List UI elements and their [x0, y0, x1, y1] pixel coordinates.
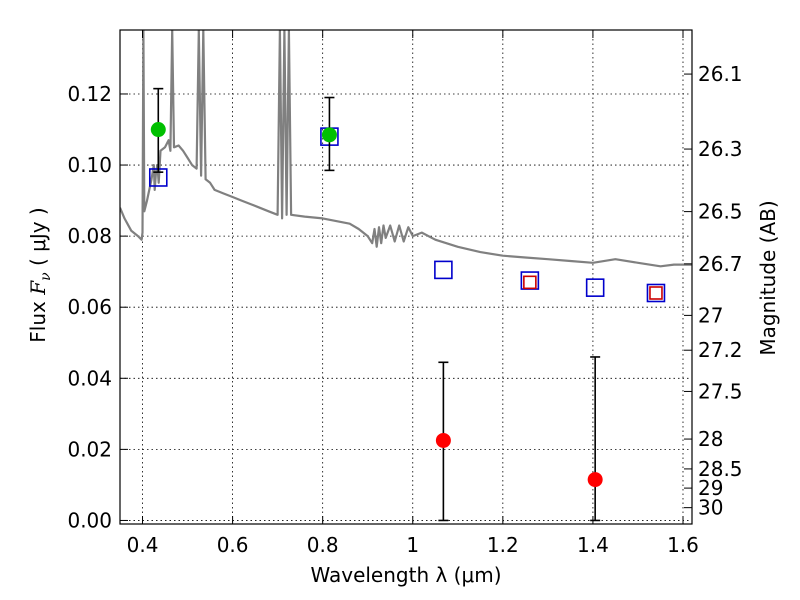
y-tick-label: 0.08 [67, 224, 112, 248]
plot-frame [119, 29, 693, 525]
model-inner-square-marker [649, 286, 663, 300]
detection-point [150, 122, 166, 138]
x-tick-label: 1.4 [577, 533, 609, 557]
nondetection-point [587, 472, 603, 488]
y2-tick-label: 26.3 [698, 137, 743, 161]
x-tick-label: 0.8 [307, 533, 339, 557]
y-tick-label: 0.10 [67, 153, 112, 177]
y-axis-label-prefix: Flux [26, 295, 50, 343]
detection-point [321, 127, 337, 143]
x-tick-label: 1 [406, 533, 419, 557]
y-axis-label-unit: ( μJy ) [26, 207, 50, 272]
model-inner-square-marker [523, 275, 537, 290]
y-axis-label-subscript: ν [38, 272, 54, 281]
x-tick-label: 0.4 [127, 533, 159, 557]
x-tick-label: 1.6 [667, 533, 699, 557]
marker-layer [148, 87, 666, 522]
y2-tick-label: 26.1 [698, 62, 743, 86]
y-tick-label: 0.06 [67, 295, 112, 319]
x-axis-label: Wavelength λ (μm) [310, 563, 501, 587]
spectrum-layer [120, 30, 692, 268]
grid-layer [120, 30, 692, 524]
y2-tick-label: 28 [698, 427, 723, 451]
x-tick-label: 1.2 [487, 533, 519, 557]
y2-tick-label: 27 [698, 303, 723, 327]
y2-tick-label: 27.5 [698, 379, 743, 403]
model-square-marker [646, 283, 666, 303]
y2-tick-label: 26.7 [698, 252, 743, 276]
y-tick-label: 0.00 [67, 508, 112, 532]
y-axis-label-symbol: F [26, 280, 50, 296]
y2-tick-label: 27.2 [698, 338, 743, 362]
x-tick-label: 0.6 [217, 533, 249, 557]
y2-tick-label: 29 [698, 476, 723, 500]
model-square-marker [585, 278, 605, 297]
nondetection-point [435, 432, 451, 448]
y-tick-label: 0.02 [67, 437, 112, 461]
y2-axis-label: Magnitude (AB) [756, 200, 780, 355]
y2-tick-label: 30 [698, 496, 723, 520]
model-square-marker [434, 260, 453, 280]
spectrum-line [120, 30, 692, 268]
tick-layer: 0.4 0.6 0.8 1 1.2 1.4 1.6 0.00 0.02 0.04 0.06 0.08 0… [67, 30, 743, 557]
y2-tick-label: 28.5 [698, 457, 743, 481]
y-tick-label: 0.04 [67, 366, 112, 390]
y2-tick-label: 26.5 [698, 200, 743, 224]
y-tick-label: 0.12 [67, 82, 112, 106]
y-axis-label: Flux Fν ( μJy ) [26, 207, 54, 342]
